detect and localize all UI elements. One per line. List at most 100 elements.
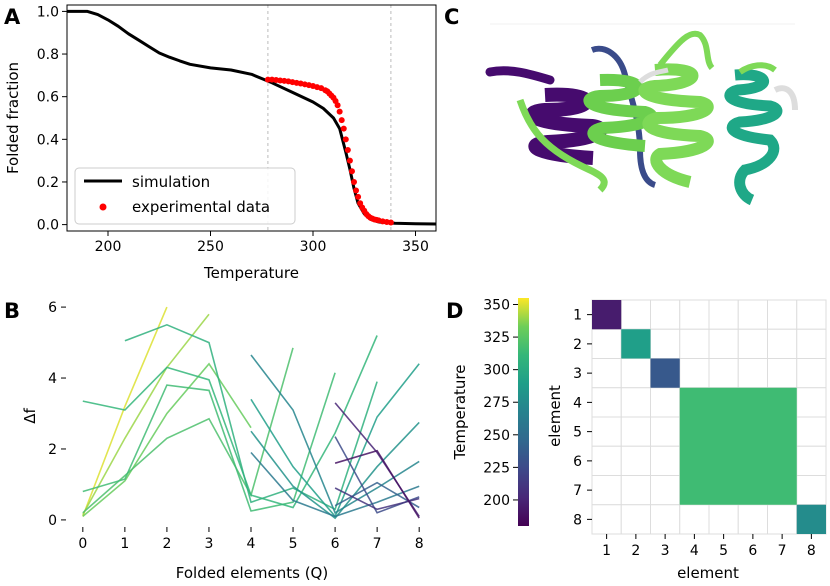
panel-a-ytick-label: 0.4 [37,132,59,148]
legend-box [74,167,296,225]
panel-d-ytick-label: 6 [573,454,582,470]
heatmap-cell [737,328,768,359]
panel-d-ytick-label: 5 [573,425,582,441]
experimental-point [340,125,347,132]
heatmap-cell [591,328,622,359]
panel-b-xlabel: Folded elements (Q) [176,564,328,582]
heatmap-cell [650,475,681,506]
panel-a-legend: simulation experimental data [74,167,296,225]
colorbar-tick-label: 325 [483,330,510,346]
heatmap-cell [767,358,798,389]
heatmap-cell [737,358,768,389]
heatmap-cell [591,475,622,506]
panel-letter-a: A [4,5,21,29]
panel-a-ytick-label: 0.2 [37,175,59,191]
legend-experimental-label: experimental data [132,198,270,216]
heatmap-cell [796,416,827,447]
panel-a-ytick-label: 0.8 [37,47,59,63]
panel-d-ytick-label: 3 [573,366,582,382]
panel-a-xtick-label: 300 [300,239,327,255]
panel-d-xtick-label: 8 [807,543,816,559]
panel-b-ytick-label: 6 [48,300,57,316]
panel-b-xtick-label: 8 [415,536,424,552]
heatmap-cell [620,445,651,476]
loop-3 [657,30,715,70]
heatmap-cell [591,504,622,535]
panel-b-xtick-label: 2 [162,536,171,552]
panel-b-ytick-label: 0 [48,513,57,529]
heatmap-cell [679,504,710,535]
panel-d-xtick-label: 5 [719,543,728,559]
helix-4 [724,69,783,206]
panel-b-ytick-label: 2 [48,442,57,458]
panel-a-xlabel: Temperature [203,264,299,282]
panel-a-xtick-label: 250 [197,239,224,255]
legend-experimental-swatch [99,203,107,211]
heatmap-cell [679,358,710,389]
panel-d-ytick-label: 8 [573,512,582,528]
panel-b-chart: 0 1 2 3 4 5 6 7 8 0 2 4 6 Folded elements (Q) Δf [21,300,424,582]
experimental-point [344,146,351,153]
heatmap-cell [620,387,651,418]
experimental-point [355,193,362,200]
heatmap-cell [679,328,710,359]
panel-b-xtick-label: 1 [120,536,129,552]
heatmap-block [650,358,680,388]
colorbar-tick-label: 300 [483,363,510,379]
heatmap-cell [796,299,827,330]
experimental-point [336,108,343,115]
panel-d-xtick-label: 3 [661,543,670,559]
panel-b-xtick-label: 6 [331,536,340,552]
delta-f-line-315 [82,372,336,512]
colorbar-gradient [518,298,529,526]
panel-d-xtick-label: 7 [778,543,787,559]
heatmap-cell [708,328,739,359]
heatmap-cell [796,328,827,359]
heatmap-block [621,329,651,359]
heatmap-cell [591,387,622,418]
delta-f-line-330 [82,362,252,518]
legend-simulation-label: simulation [132,173,210,191]
panel-b-xtick-label: 3 [204,536,213,552]
experimental-point [348,168,355,175]
panel-d-ylabel: element [546,385,564,447]
heatmap-cell [767,504,798,535]
experimental-point [351,178,357,185]
panel-a-chart: 200 250 300 350 0.0 0.2 0.4 0.6 0.8 1.0 Temperatu… [4,4,437,282]
colorbar-tick-label: 200 [483,493,510,509]
heatmap-cell [767,328,798,359]
experimental-point [346,157,353,164]
panel-d-xtick-label: 6 [748,543,757,559]
panel-b-xtick-label: 7 [373,536,382,552]
heatmap-cell [620,475,651,506]
temperature-colorbar: 200 225 250 275 300 325 350 Temperature [451,298,529,526]
experimental-point [342,136,349,143]
heatmap-cell [620,299,651,330]
delta-f-line-270 [250,354,420,514]
heatmap-cell [620,358,651,389]
panel-b-xtick-label: 4 [247,536,256,552]
heatmap-cell [650,504,681,535]
delta-f-line-350 [82,306,168,517]
loop-1 [516,98,608,193]
helix-2 [583,73,658,152]
heatmap-cell [591,416,622,447]
panel-letter-b: B [4,299,20,323]
panel-d-xtick-label: 2 [631,543,640,559]
heatmap-cell [591,358,622,389]
delta-f-line-280 [250,421,420,520]
experimental-point [387,219,394,226]
heatmap-cell [737,299,768,330]
c-terminus [773,85,798,111]
delta-f-line-310 [82,335,378,509]
loop-4 [738,62,777,75]
panel-a-frame [66,4,437,232]
heatmap-cell [737,504,768,535]
panel-d-ytick-label: 7 [573,483,582,499]
heatmap-cell [708,358,739,389]
helix-3 [638,63,714,188]
panel-b-ytick-label: 4 [48,371,57,387]
panel-d-ytick-label: 2 [573,337,582,353]
panel-d-xtick-label: 4 [690,543,699,559]
